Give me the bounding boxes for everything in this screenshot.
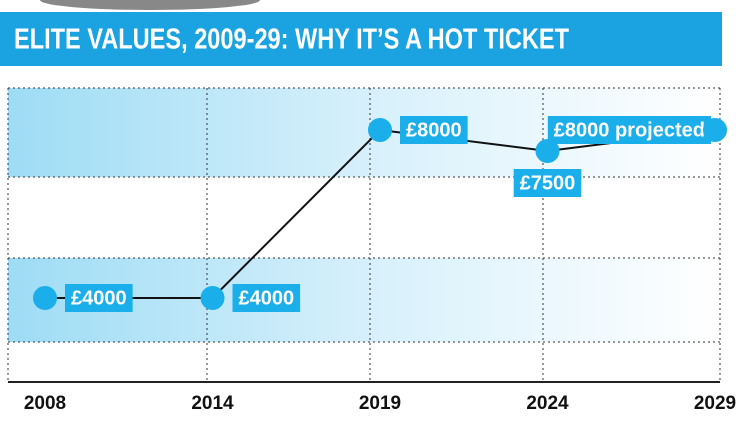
title-banner — [0, 12, 722, 66]
value-label: £7500 — [520, 172, 576, 194]
data-label: £4000 — [65, 284, 133, 312]
data-label: £7500 — [513, 169, 582, 197]
x-tick-label: 2014 — [191, 393, 234, 414]
data-label: £4000 — [232, 284, 301, 312]
value-label: £8000 — [406, 119, 462, 141]
point — [200, 286, 225, 310]
data-label: £8000 projected — [547, 116, 711, 144]
data-label: £8000 — [400, 116, 468, 144]
label-box — [65, 284, 133, 312]
value-label: £8000 projected — [554, 119, 705, 141]
label-box — [513, 169, 582, 197]
x-tick-label: 2008 — [24, 393, 66, 414]
chart-title: ELITE VALUES, 2009-29: WHY IT’S A HOT TI… — [14, 24, 569, 56]
label-box — [232, 284, 301, 312]
point — [33, 286, 57, 310]
value-label: £4000 — [71, 287, 127, 309]
point — [368, 118, 392, 142]
label-box — [400, 116, 468, 144]
x-tick-label: 2024 — [526, 393, 569, 414]
decoration — [40, 0, 260, 10]
x-tick-label: 2029 — [694, 393, 736, 414]
label-box — [547, 116, 711, 144]
x-tick-label: 2019 — [359, 393, 401, 414]
value-label: £4000 — [239, 287, 295, 309]
point — [535, 139, 560, 163]
point — [703, 118, 727, 142]
